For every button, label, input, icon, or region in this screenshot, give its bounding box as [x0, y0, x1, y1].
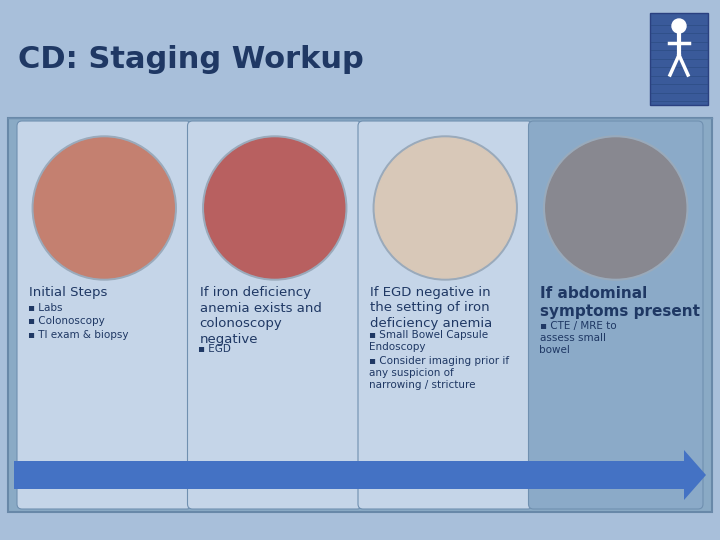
Circle shape: [672, 19, 686, 33]
FancyBboxPatch shape: [17, 121, 192, 509]
Circle shape: [203, 136, 347, 280]
Text: ▪ Small Bowel Capsule
Endoscopy: ▪ Small Bowel Capsule Endoscopy: [369, 330, 488, 352]
Circle shape: [375, 138, 516, 278]
FancyBboxPatch shape: [528, 121, 703, 509]
Text: If EGD negative in
the setting of iron
deficiency anemia: If EGD negative in the setting of iron d…: [370, 286, 492, 330]
Text: ▪ Consider imaging prior if
any suspicion of
narrowing / stricture: ▪ Consider imaging prior if any suspicio…: [369, 355, 509, 389]
Text: ▪ EGD: ▪ EGD: [199, 344, 231, 354]
Circle shape: [204, 138, 345, 278]
Text: CD: Staging Workup: CD: Staging Workup: [18, 45, 364, 75]
Text: ▪ CTE / MRE to
assess small
bowel: ▪ CTE / MRE to assess small bowel: [539, 321, 616, 355]
Text: ▪ Colonoscopy: ▪ Colonoscopy: [28, 316, 104, 326]
FancyBboxPatch shape: [8, 118, 712, 512]
Circle shape: [35, 138, 174, 278]
FancyBboxPatch shape: [650, 13, 708, 105]
Circle shape: [544, 136, 688, 280]
Circle shape: [373, 136, 517, 280]
Polygon shape: [14, 450, 706, 500]
Text: ▪ TI exam & biopsy: ▪ TI exam & biopsy: [28, 330, 128, 340]
Text: ▪ Labs: ▪ Labs: [28, 303, 63, 313]
Text: Initial Steps: Initial Steps: [29, 286, 107, 299]
Circle shape: [546, 138, 685, 278]
FancyBboxPatch shape: [358, 121, 533, 509]
Circle shape: [32, 136, 176, 280]
FancyBboxPatch shape: [187, 121, 362, 509]
Text: If abdominal
symptoms present: If abdominal symptoms present: [541, 286, 701, 319]
Text: If iron deficiency
anemia exists and
colonoscopy
negative: If iron deficiency anemia exists and col…: [199, 286, 321, 346]
